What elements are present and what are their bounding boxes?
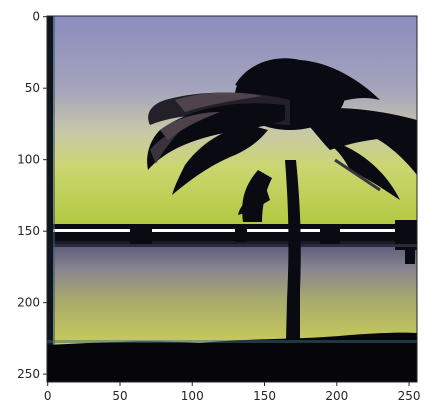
pier-silhouette (47, 220, 417, 264)
x-tick-label: 200 (325, 389, 348, 403)
x-tick-label: 0 (44, 389, 52, 403)
x-tick-label: 50 (112, 389, 127, 403)
shore-silhouette (47, 332, 417, 382)
palm-tree-silhouette (147, 58, 417, 340)
x-tick-label: 100 (181, 389, 204, 403)
x-axis: 0 50 100 150 200 250 (44, 382, 421, 403)
x-tick-label: 150 (253, 389, 276, 403)
image-frame (46, 15, 418, 383)
left-edge (47, 16, 53, 346)
water (47, 245, 417, 345)
y-tick-label: 100 (17, 153, 40, 167)
x-tick-label: 250 (398, 389, 421, 403)
y-axis: 0 50 100 150 200 250 (17, 10, 47, 381)
y-tick-label: 50 (25, 81, 40, 95)
y-tick-label: 0 (32, 10, 40, 24)
y-tick-label: 150 (17, 224, 40, 238)
photo (47, 16, 417, 382)
y-tick-label: 200 (17, 296, 40, 310)
y-tick-label: 250 (17, 367, 40, 381)
